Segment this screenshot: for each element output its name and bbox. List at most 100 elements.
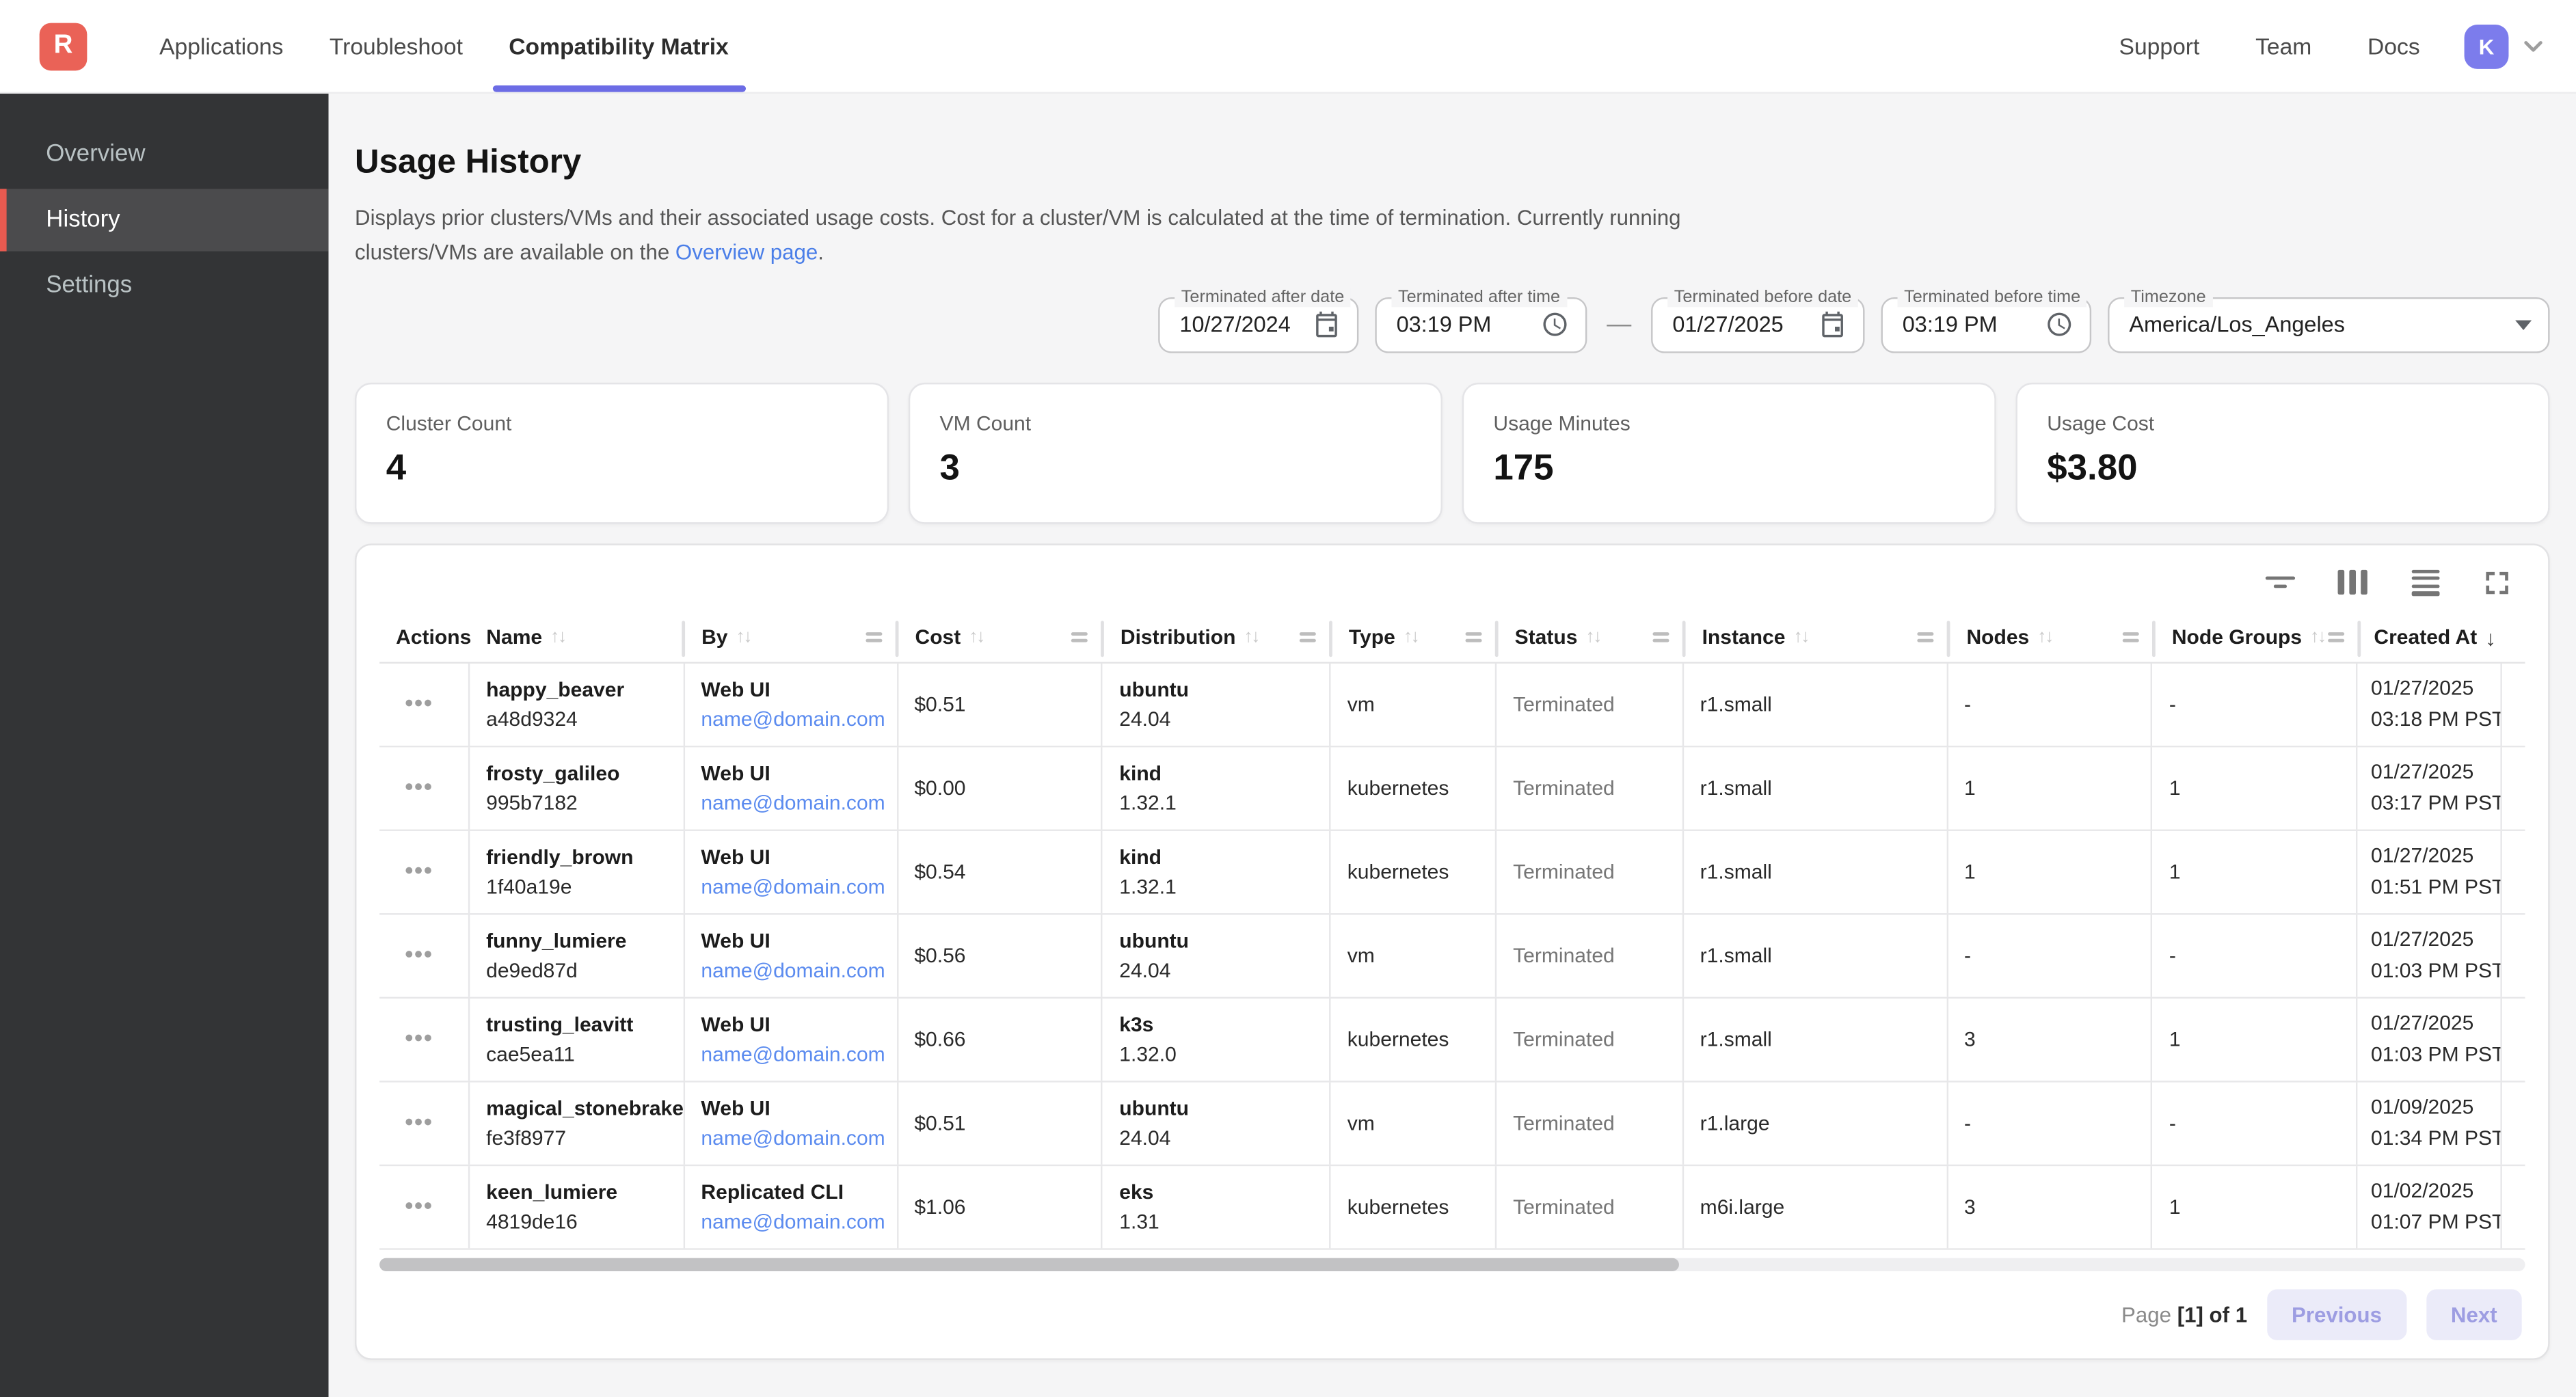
- column-header[interactable]: Status: [1499, 614, 1686, 662]
- timezone-select[interactable]: Timezone America/Los_Angeles: [2108, 297, 2549, 353]
- calendar-icon[interactable]: [1313, 310, 1341, 338]
- nav-tab-troubleshoot[interactable]: Troubleshoot: [306, 0, 485, 92]
- nav-tab-compatibility-matrix[interactable]: Compatibility Matrix: [486, 0, 752, 92]
- table-row[interactable]: ••• trusting_leavittcae5ea11 Web UIname@…: [379, 998, 2525, 1082]
- replicated-logo[interactable]: R: [40, 22, 88, 70]
- sort-icon[interactable]: [2037, 627, 2052, 647]
- column-header[interactable]: Nodes: [1950, 614, 2155, 662]
- columns-icon[interactable]: [2338, 567, 2367, 597]
- sidebar-item-settings[interactable]: Settings: [0, 254, 329, 316]
- column-header[interactable]: Actions: [379, 614, 470, 662]
- table-row[interactable]: ••• magical_stonebrakerfe3f8977 Web UIna…: [379, 1082, 2525, 1166]
- horizontal-scrollbar[interactable]: [379, 1258, 2525, 1271]
- table-row[interactable]: ••• friendly_brown1f40a19e Web UIname@do…: [379, 830, 2525, 914]
- column-menu-icon[interactable]: [866, 632, 882, 642]
- user-avatar[interactable]: K: [2465, 24, 2509, 68]
- column-menu-icon[interactable]: [2123, 632, 2139, 642]
- field-value: 03:19 PM: [1397, 312, 1492, 337]
- terminated-after-date-field[interactable]: Terminated after date 10/27/2024: [1158, 297, 1358, 353]
- more-actions-icon[interactable]: •••: [405, 941, 433, 969]
- nav-link-team[interactable]: Team: [2231, 33, 2336, 59]
- column-menu-icon[interactable]: [2328, 632, 2344, 642]
- column-menu-icon[interactable]: [1466, 632, 1482, 642]
- nav-tab-applications[interactable]: Applications: [136, 0, 306, 92]
- status-value: Terminated: [1513, 1027, 1672, 1050]
- table-row[interactable]: ••• happy_beavera48d9324 Web UIname@doma…: [379, 663, 2525, 747]
- sort-icon[interactable]: [969, 627, 984, 647]
- row-actions-cell[interactable]: •••: [379, 998, 470, 1080]
- cluster-name: keen_lumiere: [486, 1180, 673, 1204]
- created-by-email-link[interactable]: name@domain.com: [701, 707, 886, 731]
- more-actions-icon[interactable]: •••: [405, 1109, 433, 1137]
- table-row[interactable]: ••• keen_lumiere4819de16 Replicated CLIn…: [379, 1165, 2525, 1249]
- nav-link-docs[interactable]: Docs: [2343, 33, 2445, 59]
- column-header[interactable]: Cost: [898, 614, 1103, 662]
- clock-icon[interactable]: [1541, 310, 1569, 338]
- sort-icon[interactable]: [550, 627, 565, 647]
- created-by-email-link[interactable]: name@domain.com: [701, 791, 886, 814]
- table-row[interactable]: ••• frosty_galileo995b7182 Web UIname@do…: [379, 746, 2525, 830]
- column-header[interactable]: Created At: [2361, 614, 2505, 662]
- created-by-email-link[interactable]: name@domain.com: [701, 1042, 886, 1066]
- nav-link-support[interactable]: Support: [2094, 33, 2224, 59]
- terminated-before-time-field[interactable]: Terminated before time 03:19 PM: [1881, 297, 2092, 353]
- sidebar-item-history[interactable]: History: [0, 189, 329, 251]
- column-header[interactable]: Type: [1332, 614, 1499, 662]
- sort-icon[interactable]: [736, 627, 751, 647]
- column-menu-icon[interactable]: [1652, 632, 1669, 642]
- status-value: Terminated: [1513, 1111, 1672, 1135]
- row-actions-cell[interactable]: •••: [379, 830, 470, 912]
- created-by-email-link[interactable]: name@domain.com: [701, 1126, 886, 1150]
- instance-value: r1.small: [1700, 860, 1936, 883]
- column-header[interactable]: By: [685, 614, 898, 662]
- terminated-before-date-field[interactable]: Terminated before date 01/27/2025: [1651, 297, 1864, 353]
- overview-page-link[interactable]: Overview page: [675, 239, 818, 264]
- distribution-cell: ubuntu24.04: [1103, 1082, 1330, 1164]
- created-time: 01:51 PM PST: [2371, 871, 2491, 901]
- more-actions-icon[interactable]: •••: [405, 858, 433, 886]
- instance-value: r1.small: [1700, 692, 1936, 716]
- column-label: Actions: [396, 626, 471, 649]
- sidebar-item-overview[interactable]: Overview: [0, 123, 329, 185]
- row-actions-cell[interactable]: •••: [379, 746, 470, 828]
- calendar-icon[interactable]: [1819, 310, 1847, 338]
- column-header[interactable]: Name: [470, 614, 685, 662]
- sort-icon[interactable]: [1585, 627, 1600, 647]
- filter-icon[interactable]: [2266, 567, 2295, 597]
- next-page-button[interactable]: Next: [2426, 1288, 2522, 1339]
- scrollbar-thumb[interactable]: [379, 1258, 1680, 1271]
- column-menu-icon[interactable]: [1300, 632, 1316, 642]
- created-by-email-link[interactable]: name@domain.com: [701, 875, 886, 898]
- more-actions-icon[interactable]: •••: [405, 1193, 433, 1221]
- column-header[interactable]: Node Groups: [2156, 614, 2361, 662]
- page-info: Page [1] of 1: [2121, 1302, 2247, 1327]
- chevron-down-icon[interactable]: [2520, 33, 2546, 59]
- density-icon[interactable]: [2410, 567, 2439, 597]
- sort-icon[interactable]: [1404, 627, 1419, 647]
- column-menu-icon[interactable]: [1917, 632, 1933, 642]
- created-by-email-link[interactable]: name@domain.com: [701, 958, 886, 981]
- row-actions-cell[interactable]: •••: [379, 914, 470, 996]
- usage-cost-card: Usage Cost $3.80: [2016, 382, 2550, 524]
- more-actions-icon[interactable]: •••: [405, 1025, 433, 1053]
- row-actions-cell[interactable]: •••: [379, 1082, 470, 1164]
- table-row[interactable]: ••• funny_lumierede9ed87d Web UIname@dom…: [379, 914, 2525, 999]
- row-actions-cell[interactable]: •••: [379, 1165, 470, 1247]
- sort-icon[interactable]: [1793, 627, 1808, 647]
- sort-icon[interactable]: [1244, 627, 1259, 647]
- created-by-email-link[interactable]: name@domain.com: [701, 1210, 886, 1233]
- row-actions-cell[interactable]: •••: [379, 663, 470, 745]
- distribution-version: 24.04: [1119, 958, 1319, 981]
- terminated-after-time-field[interactable]: Terminated after time 03:19 PM: [1375, 297, 1587, 353]
- column-header[interactable]: Distribution: [1104, 614, 1332, 662]
- column-menu-icon[interactable]: [1071, 632, 1088, 642]
- previous-page-button[interactable]: Previous: [2267, 1288, 2406, 1339]
- more-actions-icon[interactable]: •••: [405, 774, 433, 802]
- clock-icon[interactable]: [2045, 310, 2074, 338]
- sort-desc-icon[interactable]: [2485, 625, 2496, 650]
- column-header[interactable]: Instance: [1686, 614, 1950, 662]
- dropdown-arrow-icon[interactable]: [2515, 320, 2532, 329]
- sort-icon[interactable]: [2310, 627, 2325, 647]
- more-actions-icon[interactable]: •••: [405, 690, 433, 718]
- fullscreen-icon[interactable]: [2482, 567, 2512, 597]
